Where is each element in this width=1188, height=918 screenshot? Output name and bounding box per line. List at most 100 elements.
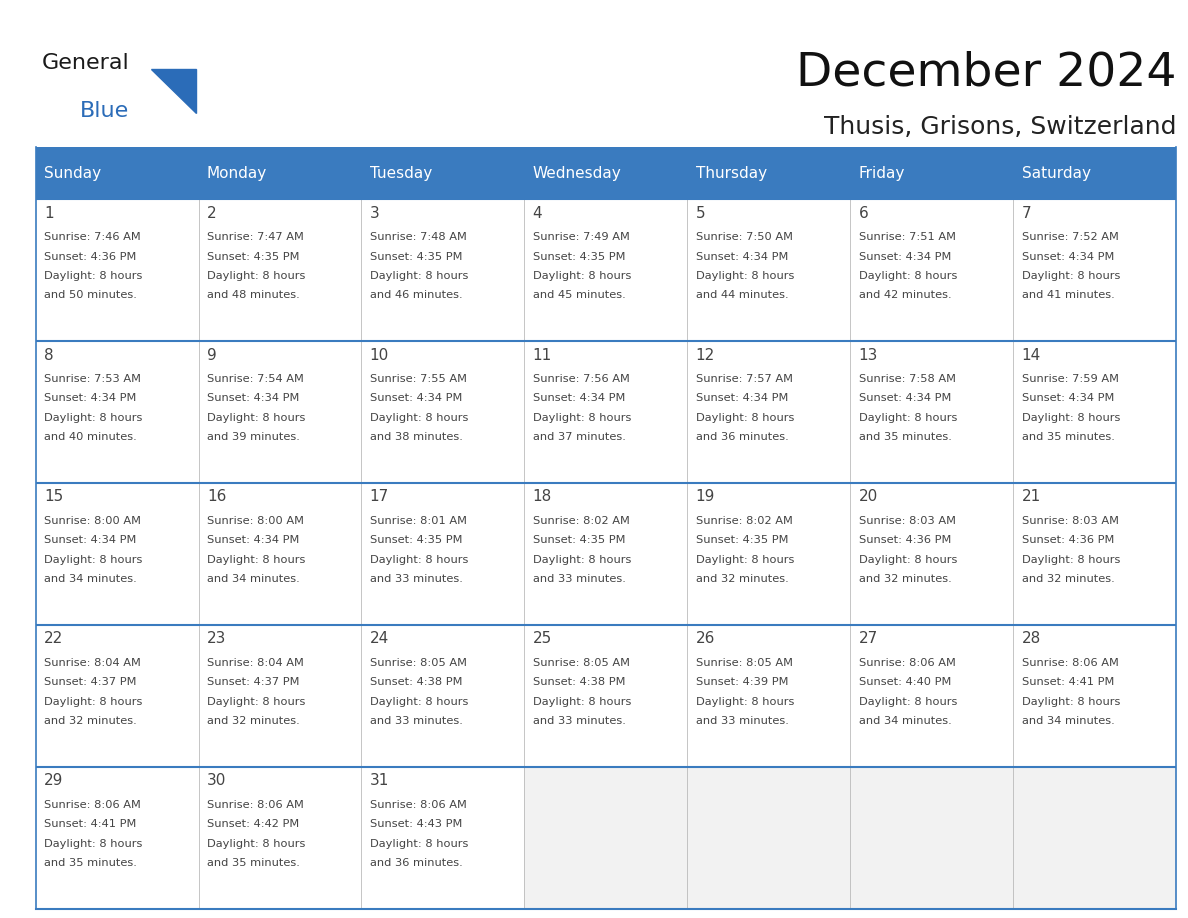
Text: Daylight: 8 hours: Daylight: 8 hours	[44, 554, 143, 565]
Text: and 32 minutes.: and 32 minutes.	[44, 716, 137, 726]
Text: Sunrise: 8:03 AM: Sunrise: 8:03 AM	[859, 516, 955, 526]
Bar	[524, 483, 688, 625]
Text: and 38 minutes.: and 38 minutes.	[369, 432, 462, 442]
Text: and 50 minutes.: and 50 minutes.	[44, 290, 137, 300]
Text: and 35 minutes.: and 35 minutes.	[859, 432, 952, 442]
Text: December 2024: December 2024	[796, 50, 1176, 95]
Text: Monday: Monday	[207, 165, 267, 181]
Text: Sunset: 4:42 PM: Sunset: 4:42 PM	[207, 819, 299, 829]
Text: Sunset: 4:34 PM: Sunset: 4:34 PM	[696, 394, 788, 403]
Text: 19: 19	[696, 489, 715, 505]
Text: Sunrise: 7:55 AM: Sunrise: 7:55 AM	[369, 375, 467, 384]
Bar	[688, 341, 851, 483]
Text: and 34 minutes.: and 34 minutes.	[859, 716, 952, 726]
Text: Sunset: 4:35 PM: Sunset: 4:35 PM	[369, 252, 462, 262]
Text: 14: 14	[1022, 348, 1041, 363]
Bar	[851, 483, 1013, 625]
Text: 21: 21	[1022, 489, 1041, 505]
Text: Sunset: 4:37 PM: Sunset: 4:37 PM	[207, 677, 299, 688]
Text: Sunset: 4:35 PM: Sunset: 4:35 PM	[369, 535, 462, 545]
Text: Daylight: 8 hours: Daylight: 8 hours	[859, 554, 958, 565]
Text: Sunset: 4:36 PM: Sunset: 4:36 PM	[44, 252, 137, 262]
Text: Sunrise: 8:06 AM: Sunrise: 8:06 AM	[207, 800, 304, 810]
Text: Daylight: 8 hours: Daylight: 8 hours	[369, 413, 468, 422]
Text: Daylight: 8 hours: Daylight: 8 hours	[532, 271, 631, 281]
Bar	[36, 625, 198, 767]
Text: Sunrise: 8:06 AM: Sunrise: 8:06 AM	[859, 658, 955, 668]
Text: 4: 4	[532, 206, 543, 220]
Text: Sunrise: 8:00 AM: Sunrise: 8:00 AM	[207, 516, 304, 526]
Text: and 42 minutes.: and 42 minutes.	[859, 290, 952, 300]
Text: Sunset: 4:34 PM: Sunset: 4:34 PM	[1022, 394, 1114, 403]
Bar	[36, 147, 198, 199]
Text: Sunset: 4:34 PM: Sunset: 4:34 PM	[44, 394, 137, 403]
Bar	[361, 341, 524, 483]
Bar	[524, 341, 688, 483]
Text: Sunrise: 8:00 AM: Sunrise: 8:00 AM	[44, 516, 141, 526]
Text: Sunrise: 8:05 AM: Sunrise: 8:05 AM	[369, 658, 467, 668]
Text: Sunset: 4:41 PM: Sunset: 4:41 PM	[44, 819, 137, 829]
Polygon shape	[151, 69, 196, 113]
Text: and 32 minutes.: and 32 minutes.	[207, 716, 299, 726]
Text: Sunrise: 7:52 AM: Sunrise: 7:52 AM	[1022, 232, 1118, 242]
Text: Sunrise: 7:59 AM: Sunrise: 7:59 AM	[1022, 375, 1119, 384]
Text: Sunrise: 7:53 AM: Sunrise: 7:53 AM	[44, 375, 141, 384]
Text: and 36 minutes.: and 36 minutes.	[369, 857, 462, 868]
Text: Daylight: 8 hours: Daylight: 8 hours	[44, 413, 143, 422]
Text: and 40 minutes.: and 40 minutes.	[44, 432, 137, 442]
Text: and 35 minutes.: and 35 minutes.	[1022, 432, 1114, 442]
Text: and 35 minutes.: and 35 minutes.	[207, 857, 299, 868]
Text: and 36 minutes.: and 36 minutes.	[696, 432, 789, 442]
Text: Sunset: 4:38 PM: Sunset: 4:38 PM	[532, 677, 625, 688]
Text: Sunset: 4:38 PM: Sunset: 4:38 PM	[369, 677, 462, 688]
Text: and 45 minutes.: and 45 minutes.	[532, 290, 626, 300]
Text: Daylight: 8 hours: Daylight: 8 hours	[696, 554, 794, 565]
Bar	[851, 341, 1013, 483]
Text: Daylight: 8 hours: Daylight: 8 hours	[859, 271, 958, 281]
Bar	[851, 767, 1013, 909]
Text: Sunset: 4:34 PM: Sunset: 4:34 PM	[1022, 252, 1114, 262]
Text: Sunset: 4:34 PM: Sunset: 4:34 PM	[44, 535, 137, 545]
Text: 30: 30	[207, 773, 226, 789]
Text: Sunrise: 8:05 AM: Sunrise: 8:05 AM	[532, 658, 630, 668]
Text: Daylight: 8 hours: Daylight: 8 hours	[369, 271, 468, 281]
Text: 2: 2	[207, 206, 216, 220]
Text: Sunrise: 8:03 AM: Sunrise: 8:03 AM	[1022, 516, 1119, 526]
Text: Daylight: 8 hours: Daylight: 8 hours	[369, 554, 468, 565]
Text: Sunrise: 8:06 AM: Sunrise: 8:06 AM	[369, 800, 467, 810]
Bar	[851, 147, 1013, 199]
Text: 18: 18	[532, 489, 552, 505]
Text: Sunset: 4:34 PM: Sunset: 4:34 PM	[369, 394, 462, 403]
Text: Sunrise: 8:02 AM: Sunrise: 8:02 AM	[696, 516, 792, 526]
Text: and 46 minutes.: and 46 minutes.	[369, 290, 462, 300]
Text: Sunset: 4:41 PM: Sunset: 4:41 PM	[1022, 677, 1114, 688]
Text: Sunset: 4:43 PM: Sunset: 4:43 PM	[369, 819, 462, 829]
Text: 10: 10	[369, 348, 388, 363]
Text: Sunrise: 8:01 AM: Sunrise: 8:01 AM	[369, 516, 467, 526]
Text: Daylight: 8 hours: Daylight: 8 hours	[532, 554, 631, 565]
Bar	[524, 199, 688, 341]
Text: Sunset: 4:34 PM: Sunset: 4:34 PM	[532, 394, 625, 403]
Text: Daylight: 8 hours: Daylight: 8 hours	[44, 271, 143, 281]
Text: 5: 5	[696, 206, 706, 220]
Text: Sunset: 4:34 PM: Sunset: 4:34 PM	[696, 252, 788, 262]
Text: Sunrise: 8:02 AM: Sunrise: 8:02 AM	[532, 516, 630, 526]
Bar	[688, 147, 851, 199]
Text: and 34 minutes.: and 34 minutes.	[44, 574, 137, 584]
Text: Sunset: 4:39 PM: Sunset: 4:39 PM	[696, 677, 788, 688]
Text: Daylight: 8 hours: Daylight: 8 hours	[1022, 413, 1120, 422]
Text: Sunset: 4:36 PM: Sunset: 4:36 PM	[859, 535, 950, 545]
Text: Daylight: 8 hours: Daylight: 8 hours	[696, 271, 794, 281]
Text: Sunrise: 8:04 AM: Sunrise: 8:04 AM	[44, 658, 141, 668]
Text: Sunrise: 7:46 AM: Sunrise: 7:46 AM	[44, 232, 140, 242]
Text: and 35 minutes.: and 35 minutes.	[44, 857, 137, 868]
Text: Sunrise: 7:50 AM: Sunrise: 7:50 AM	[696, 232, 792, 242]
Text: and 34 minutes.: and 34 minutes.	[207, 574, 299, 584]
Text: Daylight: 8 hours: Daylight: 8 hours	[44, 697, 143, 707]
Text: 3: 3	[369, 206, 379, 220]
Bar	[198, 341, 361, 483]
Text: Saturday: Saturday	[1022, 165, 1091, 181]
Text: Sunset: 4:34 PM: Sunset: 4:34 PM	[207, 535, 299, 545]
Text: 24: 24	[369, 632, 388, 646]
Bar	[1013, 625, 1176, 767]
